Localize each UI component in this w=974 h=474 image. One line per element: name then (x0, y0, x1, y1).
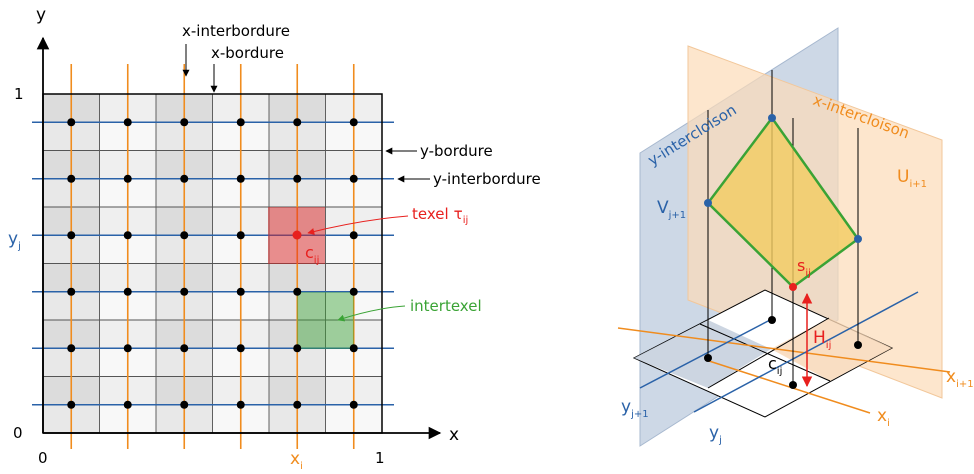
texel-center-cij (292, 230, 302, 240)
texel-center-dot (293, 118, 302, 127)
texel-center-dot (349, 400, 358, 409)
texel-arrow (307, 215, 409, 235)
texel-center-dot (349, 287, 358, 296)
tick-origin: 0 (13, 424, 23, 442)
texel-center-dot (123, 174, 132, 183)
y-interbordure-lines (32, 121, 394, 406)
texel-center-dot (236, 400, 245, 409)
texel-center-dot (67, 231, 76, 240)
texel-center-dot (67, 174, 76, 183)
base-dot-top (768, 316, 776, 324)
cij-label: cij (305, 243, 319, 266)
vertex-left (704, 199, 712, 207)
texel-center-dot (180, 287, 189, 296)
texel-center-dot (123, 118, 132, 127)
y-tick-1: 1 (14, 85, 24, 103)
texel-center-dot (123, 287, 132, 296)
u-i1-label: Ui+1 (897, 167, 927, 190)
left-panel: y x 1 0 0 1 x-interbordure x-bordure y-b… (8, 5, 541, 472)
texel-center-dot (236, 231, 245, 240)
right-panel: y-intercloison x-intercloison Ui+1 Vj+1 … (617, 27, 974, 447)
base-dot-left (704, 354, 712, 362)
yj-label: yj (8, 229, 21, 252)
yj-label-right: yj (709, 423, 722, 446)
texel-grid-cells (42, 93, 383, 434)
vertex-right (854, 235, 862, 243)
xi1-label: xi+1 (946, 367, 974, 390)
intertexel-highlight (297, 292, 354, 349)
v-j1-label: Vj+1 (657, 198, 686, 221)
cij-base-label: cij (768, 354, 782, 377)
texel-center-dot (293, 174, 302, 183)
xi-line-main (705, 359, 871, 414)
texel-center-dot (67, 287, 76, 296)
intertexel-arrow (337, 305, 406, 322)
yj1-line (639, 319, 771, 389)
texel-label: texel τij (412, 205, 468, 226)
texel-center-dot (349, 231, 358, 240)
vertex-top (768, 114, 776, 122)
vertex-sij (789, 283, 797, 291)
texel-center-dot (180, 344, 189, 353)
texel-center-dot (123, 400, 132, 409)
texel-center-dot (236, 287, 245, 296)
texel-center-dot (180, 231, 189, 240)
base-dot-cij (789, 381, 797, 389)
x-axis-label: x (449, 425, 459, 445)
xi1-line (617, 327, 951, 373)
hij-label: Hij (813, 328, 831, 351)
intertexel-label: intertexel (410, 297, 482, 315)
texel-center-dot (236, 174, 245, 183)
x-interbordure-label: x-interbordure (182, 22, 290, 40)
xi-label-right: xi (877, 406, 890, 429)
xi-label: xi (290, 449, 303, 472)
x-bordure-label: x-bordure (211, 44, 284, 62)
texel-center-dot (180, 118, 189, 127)
texel-center-dot (349, 118, 358, 127)
base-dot-right (854, 341, 862, 349)
x-interbordure-lines (70, 64, 355, 449)
texel-center-dot (349, 344, 358, 353)
y-interbordure-label: y-interbordure (433, 170, 541, 188)
texel-center-dot (293, 344, 302, 353)
texel-center-dot (67, 118, 76, 127)
texel-center-dot (236, 344, 245, 353)
texel-center-dot (123, 344, 132, 353)
texel-center-dot (67, 400, 76, 409)
yj1-label: yj+1 (621, 397, 649, 420)
y-bordure-label: y-bordure (420, 142, 493, 160)
texel-center-dot (123, 231, 132, 240)
x-tick-1: 1 (375, 449, 385, 467)
y-axis-label: y (36, 5, 46, 25)
texel-center-dot (180, 400, 189, 409)
texel-center-dot (180, 174, 189, 183)
texel-center-dot (236, 118, 245, 127)
sij-label: sij (797, 256, 811, 279)
x-tick-0: 0 (38, 449, 48, 467)
texel-center-dot (293, 287, 302, 296)
texel-center-dot (67, 344, 76, 353)
texel-center-dot (349, 174, 358, 183)
texel-center-dot (293, 400, 302, 409)
